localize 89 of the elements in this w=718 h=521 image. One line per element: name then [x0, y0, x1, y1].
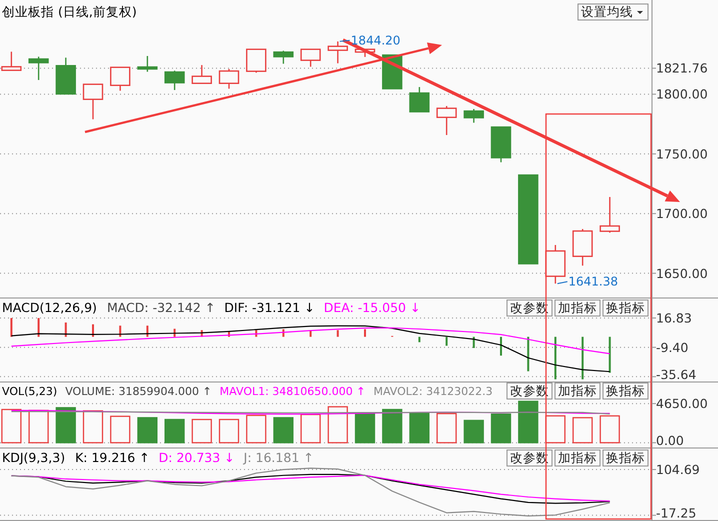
bar [572, 417, 593, 444]
bar [418, 336, 420, 342]
candlestick [300, 48, 321, 68]
series-label: J: 16.181 ↑ [242, 450, 314, 465]
series-label: VOLUME: 31859904.000 ↑ [65, 385, 212, 398]
series-label: K: 19.216 ↑ [75, 450, 150, 465]
bar [56, 407, 76, 444]
chart-title: VOL(5,23) [2, 385, 58, 398]
y-tick-label: 16.83 [656, 310, 692, 326]
series-label: DIF: -31.121 ↓ [224, 300, 315, 315]
y-tick-label: -35.64 [656, 367, 696, 382]
chart-title: 创业板指 (日线,前复权) [2, 4, 137, 19]
bar [545, 415, 566, 444]
y-tick-label: 1650.00 [656, 266, 708, 281]
bar [28, 410, 49, 444]
bar [409, 412, 430, 444]
bar [527, 336, 530, 372]
candlestick [137, 55, 158, 72]
line-series [10, 327, 610, 354]
bar [82, 410, 104, 444]
text: 加指标 [558, 383, 597, 398]
bar [64, 322, 67, 337]
series-label: MAVOL2: 34123022.3 [374, 385, 493, 398]
candlestick [164, 70, 185, 91]
bar [336, 330, 339, 337]
bar [382, 408, 402, 444]
bar [582, 336, 584, 380]
candlestick [218, 68, 240, 90]
bar [490, 413, 512, 444]
series-label: MACD: -32.142 ↑ [106, 300, 216, 315]
text: 换指标 [606, 300, 645, 315]
chart-title: MACD(12,26,9) [2, 300, 97, 315]
bar [518, 400, 538, 444]
bar [38, 318, 40, 337]
bar [500, 336, 502, 356]
y-tick-label: 0.00 [656, 433, 684, 448]
line-series [10, 325, 610, 372]
bar [446, 336, 448, 346]
chart-title: KDJ(9,3,3) [2, 450, 66, 465]
candlestick [436, 105, 457, 136]
bar [164, 418, 185, 444]
bar [464, 420, 484, 444]
bar [146, 326, 148, 337]
bar [110, 416, 130, 444]
bar [192, 418, 212, 444]
candlestick [82, 84, 104, 120]
bar [354, 412, 376, 444]
annotation: 1844.20 [350, 33, 400, 48]
candlestick [192, 64, 212, 84]
bar [300, 414, 321, 444]
y-tick-label: 4650.00 [656, 396, 708, 412]
bar [10, 318, 12, 337]
bar [436, 413, 457, 444]
series-label: MAVOL1: 34810650.000 ↑ [220, 385, 366, 398]
line-series [10, 468, 610, 516]
bar [600, 415, 620, 444]
bar [218, 418, 240, 444]
bar [554, 336, 556, 380]
candlestick [28, 56, 49, 81]
candlestick [246, 48, 266, 74]
candlestick [600, 196, 620, 234]
y-tick-label: 1700.00 [656, 206, 708, 222]
y-tick-label: -9.40 [656, 340, 688, 355]
annotation: 1641.38 [568, 274, 618, 289]
bar [364, 329, 366, 337]
bar [608, 336, 611, 373]
series-label: DEA: -15.050 ↓ [324, 300, 420, 315]
annotation: 设置均线 [581, 4, 633, 19]
bar [92, 324, 94, 337]
bar [273, 417, 294, 444]
text: 换指标 [606, 383, 645, 398]
text: 加指标 [558, 450, 597, 465]
text: 换指标 [606, 450, 645, 465]
text: 加指标 [558, 300, 597, 315]
y-tick-label: 1800.00 [656, 86, 708, 102]
bar [246, 414, 266, 444]
bar [328, 406, 348, 444]
candlestick [110, 66, 130, 92]
bar [1, 408, 22, 444]
candlestick [273, 50, 294, 64]
candlestick [1, 51, 22, 71]
y-tick-label: 104.69 [656, 462, 700, 478]
candlestick [409, 86, 430, 112]
candlestick [464, 108, 484, 124]
bar [137, 417, 158, 444]
y-tick-label: 1750.00 [656, 146, 708, 162]
series-label: D: 20.733 ↓ [158, 450, 235, 465]
y-tick-label: -17.25 [656, 506, 696, 520]
y-tick-label: 1821.76 [656, 60, 708, 76]
